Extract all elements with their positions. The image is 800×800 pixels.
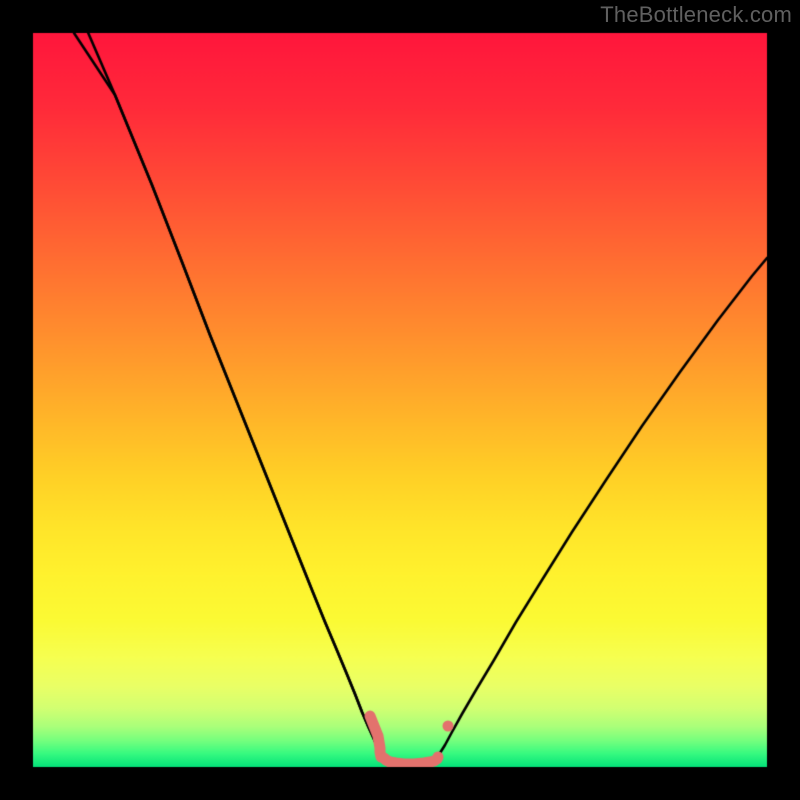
watermark-text: TheBottleneck.com [600,2,792,28]
chart-container: TheBottleneck.com [0,0,800,800]
bottleneck-chart-canvas [0,0,800,800]
